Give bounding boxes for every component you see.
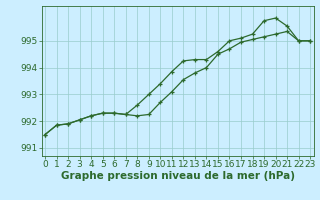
X-axis label: Graphe pression niveau de la mer (hPa): Graphe pression niveau de la mer (hPa) bbox=[60, 171, 295, 181]
